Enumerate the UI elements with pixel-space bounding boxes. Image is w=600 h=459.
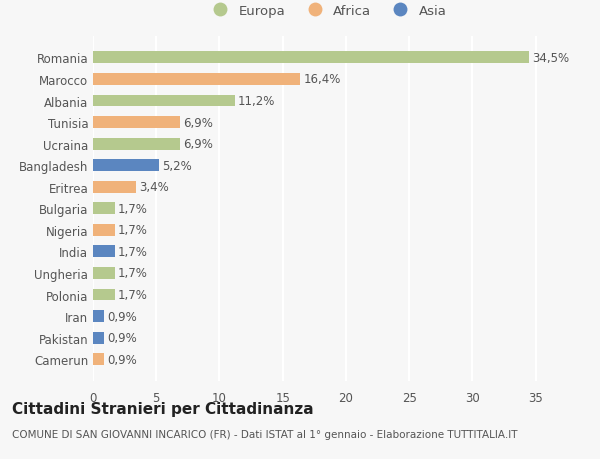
- Bar: [93, 246, 115, 258]
- Bar: [93, 268, 115, 279]
- Text: 3,4%: 3,4%: [139, 181, 169, 194]
- Text: 11,2%: 11,2%: [238, 95, 275, 108]
- Bar: [93, 52, 529, 64]
- Text: 6,9%: 6,9%: [184, 116, 214, 129]
- Bar: [93, 74, 301, 86]
- Text: 1,7%: 1,7%: [118, 267, 148, 280]
- Text: 34,5%: 34,5%: [533, 52, 569, 65]
- Bar: [93, 95, 235, 107]
- Text: 16,4%: 16,4%: [304, 73, 341, 86]
- Bar: [93, 224, 115, 236]
- Text: Cittadini Stranieri per Cittadinanza: Cittadini Stranieri per Cittadinanza: [12, 402, 314, 417]
- Bar: [93, 289, 115, 301]
- Bar: [93, 181, 136, 193]
- Text: 1,7%: 1,7%: [118, 246, 148, 258]
- Legend: Europa, Africa, Asia: Europa, Africa, Asia: [205, 2, 449, 20]
- Text: 1,7%: 1,7%: [118, 288, 148, 302]
- Text: 5,2%: 5,2%: [162, 159, 191, 172]
- Text: 6,9%: 6,9%: [184, 138, 214, 151]
- Bar: [93, 310, 104, 322]
- Bar: [93, 203, 115, 215]
- Text: COMUNE DI SAN GIOVANNI INCARICO (FR) - Dati ISTAT al 1° gennaio - Elaborazione T: COMUNE DI SAN GIOVANNI INCARICO (FR) - D…: [12, 429, 517, 439]
- Text: 0,9%: 0,9%: [107, 353, 137, 366]
- Text: 0,9%: 0,9%: [107, 331, 137, 344]
- Bar: [93, 332, 104, 344]
- Text: 0,9%: 0,9%: [107, 310, 137, 323]
- Bar: [93, 139, 180, 150]
- Bar: [93, 160, 159, 172]
- Bar: [93, 353, 104, 365]
- Bar: [93, 117, 180, 129]
- Text: 1,7%: 1,7%: [118, 202, 148, 215]
- Text: 1,7%: 1,7%: [118, 224, 148, 237]
